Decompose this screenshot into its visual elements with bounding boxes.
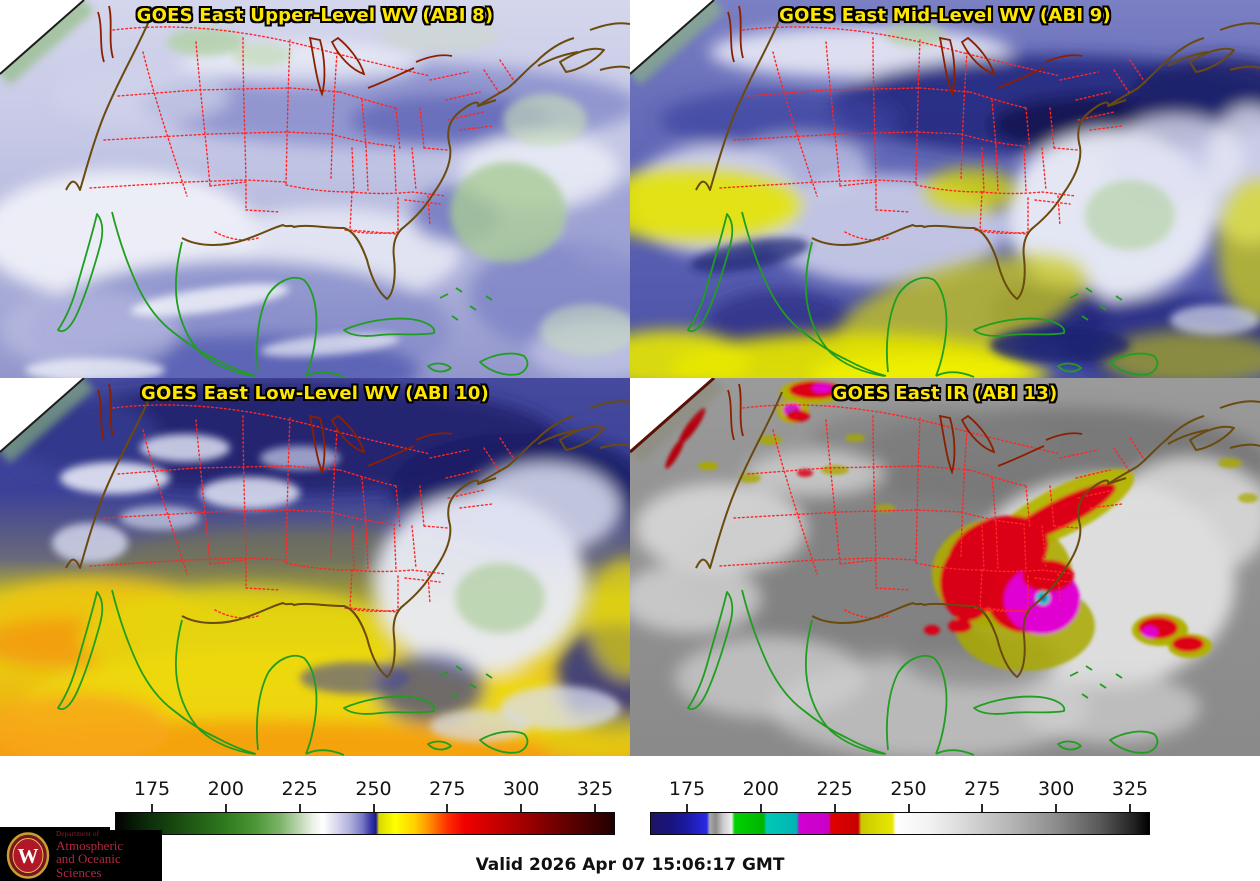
colorbar-tick-mark: [298, 804, 301, 812]
logo-dept-line1: Atmospheric: [56, 837, 124, 853]
satellite-image-abi10: [0, 378, 630, 756]
ir-colorbar-gradient: [650, 812, 1150, 835]
panel-title-abi9: GOES East Mid-Level WV (ABI 9): [779, 5, 1111, 26]
satellite-image-abi8: [0, 0, 630, 378]
panel-title-abi13: GOES East IR (ABI 13): [832, 383, 1058, 404]
logo-tab: [0, 827, 110, 831]
colorbar-tick-mark: [981, 804, 984, 812]
satellite-image-abi13: [630, 378, 1260, 756]
colorbar-tick-mark: [759, 804, 762, 812]
panel-abi8: GOES East Upper-Level WV (ABI 8): [0, 0, 630, 378]
colorbar-tick-label: 225: [281, 778, 318, 800]
colorbar-tick-mark: [907, 804, 910, 812]
colorbar-tick-label: 275: [429, 778, 466, 800]
colorbar-tick-mark: [1129, 804, 1131, 812]
panel-abi10: GOES East Low-Level WV (ABI 10): [0, 378, 630, 756]
colorbar-tick-mark: [446, 804, 449, 812]
logo-text: Department of Atmospheric and Oceanic Sc…: [56, 830, 162, 880]
ir-colorbar: 175 200 225 250 275 300 325: [650, 778, 1150, 835]
colorbar-tick-label: 175: [668, 778, 706, 800]
logo-dept-prefix: Department of: [56, 830, 100, 839]
colorbar-tick-label: 250: [355, 778, 392, 800]
colorbar-tick-mark: [1055, 804, 1058, 812]
wv-colorbar: 175 200 225 250 275 300 325: [115, 778, 615, 835]
colorbar-tick-label: 300: [1038, 778, 1075, 800]
panel-title-abi10: GOES East Low-Level WV (ABI 10): [141, 383, 489, 404]
logo-dept-line2: and Oceanic Sciences: [56, 851, 121, 880]
colorbar-tick-label: 325: [1111, 778, 1149, 800]
wv-colorbar-gradient: [115, 812, 615, 835]
colorbar-tick-label: 300: [503, 778, 540, 800]
colorbar-tick-mark: [520, 804, 523, 812]
colorbar-tick-mark: [372, 804, 375, 812]
panel-abi13: GOES East IR (ABI 13): [630, 378, 1260, 756]
colorbar-tick-mark: [686, 804, 688, 812]
panel-title-abi8: GOES East Upper-Level WV (ABI 8): [136, 5, 494, 26]
colorbar-tick-label: 250: [890, 778, 927, 800]
colorbar-tick-mark: [151, 804, 153, 812]
colorbar-tick-label: 175: [133, 778, 171, 800]
svg-text:W: W: [18, 844, 39, 868]
colorbar-tick-label: 200: [207, 778, 244, 800]
colorbar-tick-label: 275: [964, 778, 1001, 800]
colorbar-tick-mark: [594, 804, 596, 812]
uw-aos-logo: W Department of Atmospheric and Oceanic …: [0, 830, 162, 881]
colorbar-tick-label: 225: [816, 778, 853, 800]
colorbar-tick-mark: [833, 804, 836, 812]
colorbar-tick-label: 200: [742, 778, 779, 800]
uw-crest-icon: W: [6, 832, 50, 879]
colorbar-tick-mark: [224, 804, 227, 812]
colorbar-tick-label: 325: [576, 778, 614, 800]
satellite-image-abi9: [630, 0, 1260, 378]
panel-abi9: GOES East Mid-Level WV (ABI 9): [630, 0, 1260, 378]
valid-timestamp: Valid 2026 Apr 07 15:06:17 GMT: [475, 855, 785, 875]
